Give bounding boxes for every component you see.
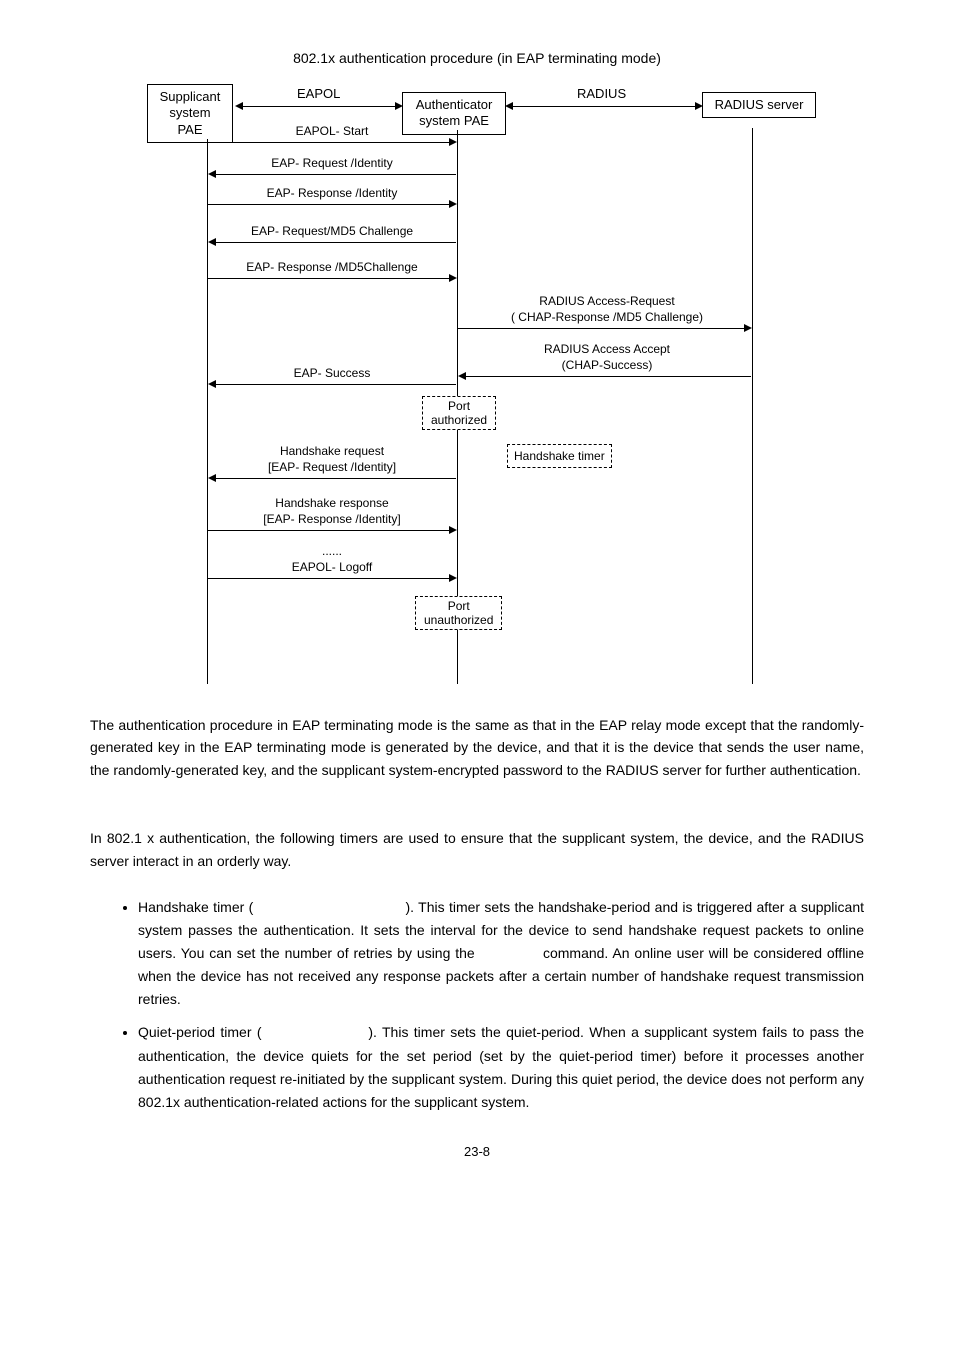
msg-start: EAPOL- Start	[207, 124, 457, 138]
msg-reqmd5: EAP- Request/MD5 Challenge	[207, 224, 457, 238]
line-reqid	[215, 174, 456, 175]
line-hsresp	[208, 530, 449, 531]
line-logoff	[208, 578, 449, 579]
line-accacc	[465, 376, 751, 377]
line-eapsucc	[215, 384, 456, 385]
msg-hsreq2: [EAP- Request /Identity]	[207, 460, 457, 474]
radius-arrow-r	[695, 102, 703, 110]
msg-hsresp1: Handshake response	[207, 496, 457, 510]
line-reqmd5	[215, 242, 456, 243]
head-reqmd5	[208, 238, 216, 246]
eapol-arrow-r	[395, 102, 403, 110]
paragraph-1: The authentication procedure in EAP term…	[90, 714, 864, 781]
radius-proto-label: RADIUS	[577, 86, 626, 101]
msg-respid: EAP- Response /Identity	[207, 186, 457, 200]
head-reqid	[208, 170, 216, 178]
port-unauthorized-box: Portunauthorized	[415, 596, 502, 630]
radius-arrow-l	[505, 102, 513, 110]
line-hsreq	[215, 478, 456, 479]
line-accreq	[458, 328, 744, 329]
head-start	[449, 138, 457, 146]
page-container: 802.1x authentication procedure (in EAP …	[0, 0, 954, 1199]
page-number: 23-8	[90, 1144, 864, 1159]
line-respid	[208, 204, 449, 205]
head-respid	[449, 200, 457, 208]
bullet-list: Handshake timer ( ). This timer sets the…	[90, 896, 864, 1114]
supplicant-lifeline	[207, 139, 208, 684]
figure-caption: 802.1x authentication procedure (in EAP …	[90, 50, 864, 66]
head-hsresp	[449, 526, 457, 534]
port-authorized-box: Portauthorized	[422, 396, 496, 430]
line-start	[208, 142, 449, 143]
eapol-proto-label: EAPOL	[297, 86, 340, 101]
sequence-diagram: SupplicantsystemPAE Authenticatorsystem …	[147, 84, 807, 684]
radius-proto-line	[512, 106, 697, 107]
msg-logoff: EAPOL- Logoff	[207, 560, 457, 574]
head-hsreq	[208, 474, 216, 482]
bullet-handshake: Handshake timer ( ). This timer sets the…	[138, 896, 864, 1011]
msg-accacc1: RADIUS Access Accept	[467, 342, 747, 356]
msg-eapsucc: EAP- Success	[207, 366, 457, 380]
msg-reqid: EAP- Request /Identity	[207, 156, 457, 170]
head-eapsucc	[208, 380, 216, 388]
bullet-quiet: Quiet-period timer ( ). This timer sets …	[138, 1021, 864, 1113]
msg-accreq1: RADIUS Access-Request	[467, 294, 747, 308]
msg-hsresp2: [EAP- Response /Identity]	[207, 512, 457, 526]
handshake-timer-box: Handshake timer	[507, 444, 612, 468]
radius-box: RADIUS server	[702, 92, 816, 118]
radius-lifeline	[752, 128, 753, 684]
eapol-arrow-l	[235, 102, 243, 110]
head-accacc	[458, 372, 466, 380]
line-respmd5	[208, 278, 449, 279]
msg-accacc2: (CHAP-Success)	[467, 358, 747, 372]
head-accreq	[744, 324, 752, 332]
head-logoff	[449, 574, 457, 582]
paragraph-2: In 802.1 x authentication, the following…	[90, 827, 864, 872]
eapol-proto-line	[242, 106, 397, 107]
msg-accreq2: ( CHAP-Response /MD5 Challenge)	[467, 310, 747, 324]
msg-dots: ......	[207, 544, 457, 558]
head-respmd5	[449, 274, 457, 282]
msg-respmd5: EAP- Response /MD5Challenge	[207, 260, 457, 274]
msg-hsreq1: Handshake request	[207, 444, 457, 458]
